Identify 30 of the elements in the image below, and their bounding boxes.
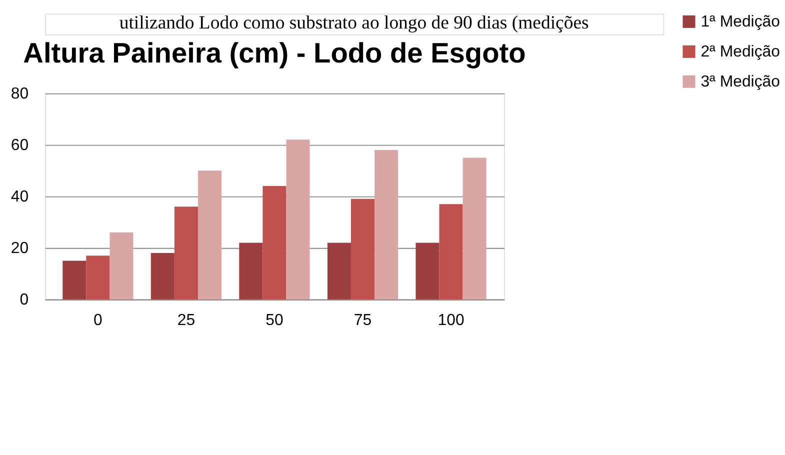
y-tick-label: 40 — [10, 188, 29, 206]
x-tick-label: 0 — [93, 312, 102, 330]
bar — [374, 150, 398, 300]
y-tick-label: 0 — [20, 292, 29, 309]
bar — [262, 186, 286, 300]
bar — [110, 232, 134, 300]
y-tick-label: 20 — [10, 240, 29, 258]
x-tick-label: 25 — [177, 312, 196, 330]
bar — [239, 242, 263, 300]
bar — [350, 198, 375, 300]
x-tick-label: 100 — [438, 312, 464, 330]
bar — [327, 242, 351, 300]
legend-label: 2ª Medição — [700, 43, 780, 60]
bar — [150, 253, 174, 300]
bar — [198, 170, 222, 300]
bar — [174, 206, 198, 300]
x-tick-label: 75 — [354, 312, 372, 330]
bar — [62, 260, 86, 300]
bar — [462, 158, 486, 300]
bar — [416, 242, 440, 300]
text: utilizando Lodo como substrato ao longo de 90 dias (medições — [119, 12, 589, 34]
y-tick-label: 80 — [10, 85, 29, 102]
bar — [286, 140, 310, 300]
chart-title: Altura Paineira (cm) - Lodo de Esgoto — [23, 37, 526, 68]
x-tick-label: 50 — [266, 312, 284, 330]
y-tick-label: 60 — [10, 136, 29, 154]
legend-label: 1ª Medição — [700, 13, 780, 30]
legend-label: 3ª Medição — [700, 73, 780, 90]
bar — [86, 256, 110, 300]
bar — [439, 204, 463, 300]
